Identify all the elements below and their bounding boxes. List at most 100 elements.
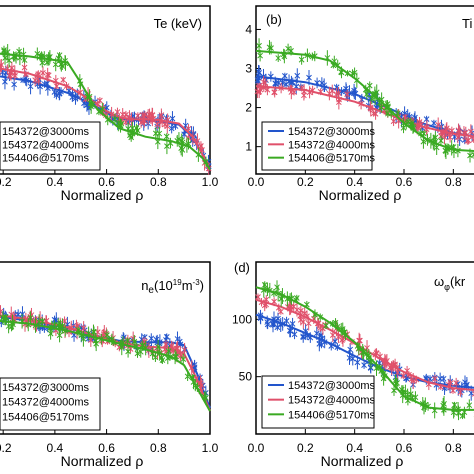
x-axis-label: Normalized ρ <box>61 187 144 203</box>
data-point <box>285 43 291 54</box>
x-tick-label: 0.2 <box>297 441 314 455</box>
data-point <box>363 88 370 100</box>
data-point <box>290 301 297 312</box>
x-tick-label: 0.8 <box>445 441 462 455</box>
data-point <box>278 308 284 315</box>
data-point <box>152 352 159 362</box>
data-point <box>16 47 22 56</box>
data-point <box>431 119 437 127</box>
data-point <box>344 89 350 99</box>
data-marks <box>0 44 212 175</box>
legend-entry: 154406@5170ms <box>2 411 90 423</box>
data-point <box>274 323 281 331</box>
x-tick-label: 0.6 <box>98 441 115 455</box>
legend-entry: 154372@4000ms <box>2 139 90 151</box>
y-tick-label: 1 <box>245 140 252 154</box>
x-tick-label: 0.8 <box>445 175 462 189</box>
y-tick-labels: 1 2 3 4 <box>245 22 252 153</box>
legend-entry: 154372@4000ms <box>2 397 90 409</box>
legend-box <box>0 121 101 171</box>
data-point <box>332 336 338 347</box>
data-point <box>53 83 60 90</box>
x-tick-label: 0.6 <box>98 175 115 189</box>
data-point <box>39 317 46 325</box>
data-point <box>114 107 121 117</box>
plot-frame <box>0 261 211 435</box>
panel-title: ωφ(kr <box>434 274 466 292</box>
data-point <box>291 329 298 340</box>
legend-box <box>0 377 101 431</box>
legend-entry: 154406@5170ms <box>288 153 376 165</box>
data-point <box>180 353 187 365</box>
panel-ti: (b) Ti 0.0 0.2 0.4 0.6 0.8 1 2 3 4 Normalized ρ… <box>245 5 474 203</box>
data-point <box>6 72 13 79</box>
panel-omega: (d) ωφ(kr 0.0 0.2 0.4 0.6 0.8 50 100 Normaliz… <box>232 260 474 469</box>
x-tick-label: 1.0 <box>202 175 219 189</box>
data-point <box>47 327 54 340</box>
plot-frame <box>255 261 474 435</box>
fit-line <box>255 49 474 153</box>
data-point <box>459 412 466 420</box>
data-point <box>453 377 460 389</box>
data-point <box>56 328 63 343</box>
x-tick-label: 0.2 <box>0 441 12 455</box>
data-point <box>431 402 438 419</box>
y-tick-label: 4 <box>245 22 252 36</box>
fit-line <box>0 314 211 412</box>
data-point <box>318 341 325 349</box>
fit-line <box>0 67 211 171</box>
panel-tag: (d) <box>234 260 250 275</box>
panel-title: Ti <box>462 16 472 31</box>
data-point <box>314 77 320 89</box>
data-point <box>361 361 367 369</box>
data-point <box>60 76 67 83</box>
x-tick-label: 0.2 <box>297 175 314 189</box>
data-point <box>324 50 331 66</box>
data-point <box>59 61 66 70</box>
data-point <box>11 78 17 91</box>
data-marks <box>0 305 211 434</box>
x-tick-label: 0.8 <box>150 175 167 189</box>
data-point <box>433 139 440 155</box>
x-tick-label: 0.6 <box>396 441 413 455</box>
fit-line <box>0 319 211 412</box>
fit-line <box>0 52 211 171</box>
data-marks <box>254 28 474 174</box>
data-point <box>154 134 161 150</box>
data-point <box>154 119 161 129</box>
data-point <box>323 322 329 330</box>
y-tick-label: 100 <box>232 312 252 326</box>
data-point <box>288 84 295 100</box>
data-point <box>261 281 268 289</box>
data-point <box>400 372 407 380</box>
data-point <box>385 110 391 118</box>
data-point <box>271 87 278 98</box>
x-tick-label: 0.2 <box>0 175 12 189</box>
data-point <box>125 345 131 358</box>
data-point <box>438 135 444 146</box>
data-point <box>128 132 135 142</box>
data-point <box>390 116 397 127</box>
data-point <box>394 378 401 388</box>
data-point <box>165 346 172 357</box>
data-point <box>465 136 472 145</box>
x-tick-label: 0.6 <box>396 175 413 189</box>
panel-title: ne(1019m-3) <box>141 278 204 296</box>
x-tick-label: 0.4 <box>346 175 363 189</box>
legend-entry: 154372@4000ms <box>288 395 376 407</box>
y-tick-label: 2 <box>245 101 252 115</box>
x-tick-labels: 0.0 0.2 0.4 0.6 0.8 <box>248 441 462 455</box>
data-point <box>283 316 290 326</box>
data-point <box>124 337 131 345</box>
data-point <box>274 280 280 295</box>
x-axis-label: Normalized ρ <box>61 453 144 469</box>
data-marks <box>255 280 474 434</box>
fit-line <box>255 286 474 411</box>
data-point <box>437 372 444 385</box>
legend-entry: 154406@5170ms <box>2 153 90 165</box>
x-tick-label: 0.4 <box>47 441 64 455</box>
data-point <box>122 118 129 126</box>
data-point <box>451 401 458 408</box>
